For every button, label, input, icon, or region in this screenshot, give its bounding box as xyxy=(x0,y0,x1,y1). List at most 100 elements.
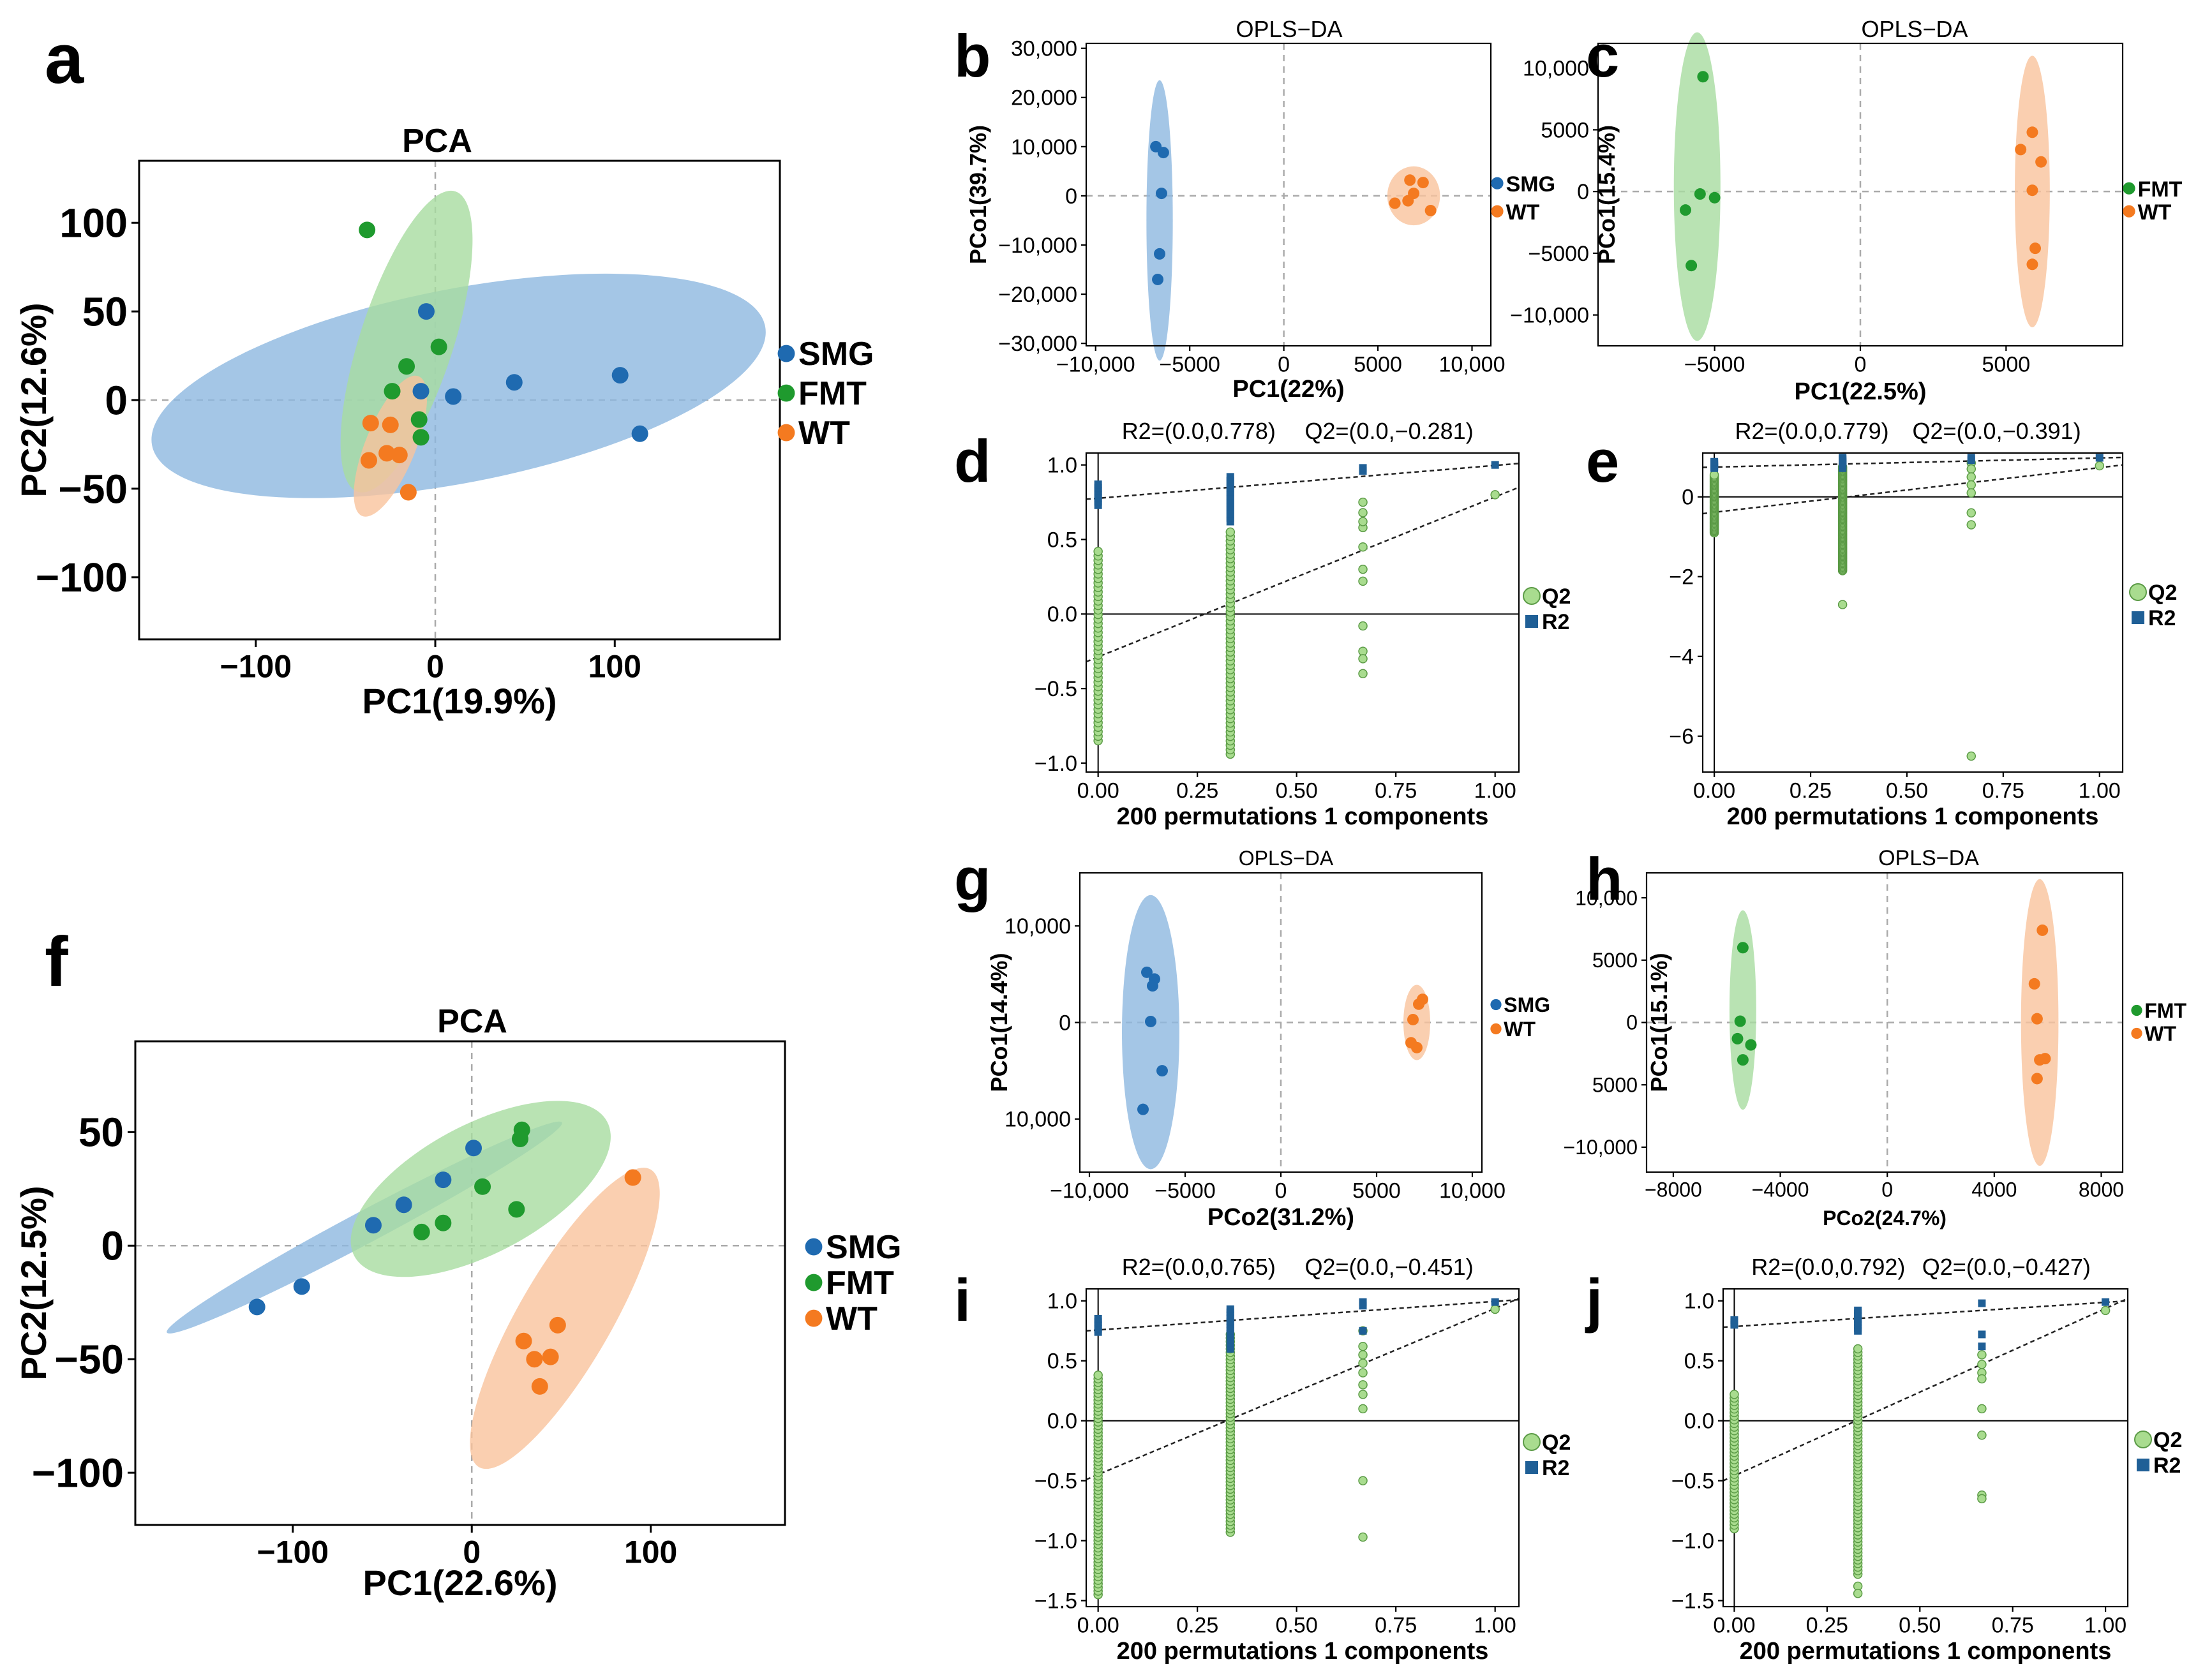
q2-point xyxy=(1966,751,1977,761)
x-tick-label: −10,000 xyxy=(1050,1178,1129,1203)
wt-point xyxy=(515,1332,532,1349)
legend-label-smg: SMG xyxy=(798,336,874,373)
legend-label-r2: R2 xyxy=(2148,606,2176,630)
wt-point xyxy=(1413,998,1424,1010)
wt-point xyxy=(400,484,417,501)
r2-point xyxy=(1359,1327,1367,1335)
legend-marker-wt xyxy=(777,424,795,442)
x-tick-label: 0.75 xyxy=(1375,778,1417,803)
x-tick-label: −100 xyxy=(257,1535,329,1570)
q2-point xyxy=(1966,464,1977,474)
chart-title: OPLS−DA xyxy=(1236,16,1342,42)
q2-point xyxy=(1358,508,1368,517)
x-axis-label: PC1(22.6%) xyxy=(362,1563,557,1603)
y-tick-label: 0.0 xyxy=(1047,1409,1077,1434)
panel-label: j xyxy=(1585,1267,1603,1334)
panel-label: c xyxy=(1586,22,1619,89)
fmt-point xyxy=(430,338,447,355)
x-axis-label: 200 permutations 1 components xyxy=(1117,1638,1489,1665)
panel-a: a PCA −100 0 100 −100 −50 0 50 100 PC1(19.9%) PC2(1… xyxy=(13,20,874,721)
q2-point xyxy=(1358,1368,1368,1378)
x-axis-label: PC1(22.5%) xyxy=(1795,378,1927,405)
y-tick-label: −4 xyxy=(1669,645,1694,669)
legend-marker-q2 xyxy=(1523,1433,1541,1451)
y-tick-label: 50 xyxy=(78,1110,124,1156)
y-tick-label: 0.5 xyxy=(1047,1349,1077,1374)
panel-c: c OPLS−DA −5000 0 5000 −10,000 −5000 0 5000 10,00… xyxy=(1510,16,2183,405)
wt-point xyxy=(2026,126,2038,138)
legend-marker-fmt xyxy=(2123,182,2135,195)
wt-point xyxy=(1389,197,1401,209)
y-tick-label: −1.0 xyxy=(1035,752,1077,776)
legend-label-r2: R2 xyxy=(1542,610,1569,634)
fmt-point xyxy=(474,1178,491,1195)
fmt-point xyxy=(1697,71,1709,83)
y-tick-label: 0 xyxy=(1682,486,1694,510)
q2-point xyxy=(1966,508,1977,517)
x-tick-label: 0.00 xyxy=(1713,1613,1755,1637)
wt-point xyxy=(2036,924,2049,936)
wt-point xyxy=(1402,195,1414,207)
smg-point xyxy=(1155,188,1167,200)
y-tick-label: −20,000 xyxy=(998,283,1077,307)
fmt-point xyxy=(410,411,428,428)
y-axis-label: PCo1(15.4%) xyxy=(1594,125,1620,264)
x-tick-label: 5000 xyxy=(1982,352,2031,376)
chart-title: PCA xyxy=(402,123,472,160)
y-tick-label: −5000 xyxy=(1528,242,1590,266)
legend-marker-smg xyxy=(805,1238,823,1256)
q2-point xyxy=(1358,654,1368,664)
x-axis-label: PC1(22%) xyxy=(1232,376,1344,403)
legend-label-wt: WT xyxy=(1506,200,1540,225)
x-tick-label: 10,000 xyxy=(1439,352,1506,376)
wt-confidence-ellipse xyxy=(470,1168,660,1469)
legend-marker-wt xyxy=(2131,1027,2142,1039)
r2-point xyxy=(1839,454,1847,462)
x-tick-label: 100 xyxy=(588,649,641,685)
x-tick-label: 0 xyxy=(1881,1178,1893,1201)
r2-summary: R2=(0.0,0.765) xyxy=(1122,1254,1276,1280)
r2-summary: R2=(0.0,0.778) xyxy=(1122,418,1276,444)
y-tick-label: 0.5 xyxy=(1684,1349,1714,1374)
legend-label-smg: SMG xyxy=(1504,993,1550,1016)
wt-point xyxy=(2026,258,2038,271)
q2-point xyxy=(1966,472,1977,482)
wt-point xyxy=(378,445,396,462)
r2-summary: R2=(0.0,0.792) xyxy=(1751,1254,1905,1280)
legend-marker-r2 xyxy=(1525,1461,1538,1474)
fmt-point xyxy=(413,1223,430,1240)
x-tick-label: 0.75 xyxy=(1992,1613,2034,1637)
x-tick-label: 1.00 xyxy=(2084,1613,2126,1637)
panel-h: h OPLS−DA −8000 −4000 0 4000 8000 −10,000 5000 0 5… xyxy=(1563,845,2186,1230)
legend-label-wt: WT xyxy=(2138,200,2172,225)
wt-point xyxy=(1424,205,1437,217)
y-tick-label: 0 xyxy=(101,1223,124,1269)
y-tick-label: 5000 xyxy=(1541,118,1589,142)
wt-point xyxy=(382,416,399,433)
fmt-point xyxy=(1737,942,1749,954)
y-axis-label: PCo1(14.4%) xyxy=(986,953,1012,1092)
y-tick-label: −50 xyxy=(54,1337,124,1383)
x-axis-label: PCo2(31.2%) xyxy=(1207,1204,1354,1231)
chart-title: OPLS−DA xyxy=(1239,847,1334,870)
q2-point xyxy=(1709,470,1719,480)
q2-point xyxy=(1358,669,1368,679)
wt-point xyxy=(2028,978,2040,990)
y-tick-label: 0.0 xyxy=(1684,1409,1714,1434)
y-tick-label: −1.5 xyxy=(1035,1589,1077,1614)
panel-label: b xyxy=(954,22,990,89)
legend-label-fmt: FMT xyxy=(798,375,867,412)
smg-point xyxy=(395,1196,412,1214)
x-tick-label: 0.50 xyxy=(1276,778,1318,803)
q2-point xyxy=(1358,576,1368,586)
y-tick-label: −100 xyxy=(32,1450,124,1496)
y-tick-label: −10,000 xyxy=(1563,1136,1638,1159)
smg-point xyxy=(1147,980,1158,992)
y-tick-label: −1.0 xyxy=(1035,1529,1077,1554)
x-tick-label: −5000 xyxy=(1684,352,1745,376)
legend-label-fmt: FMT xyxy=(2138,177,2183,202)
q2-point xyxy=(1358,1476,1368,1485)
x-axis-label: 200 permutations 1 components xyxy=(1727,803,2099,830)
y-tick-label: 0.0 xyxy=(1047,602,1077,627)
